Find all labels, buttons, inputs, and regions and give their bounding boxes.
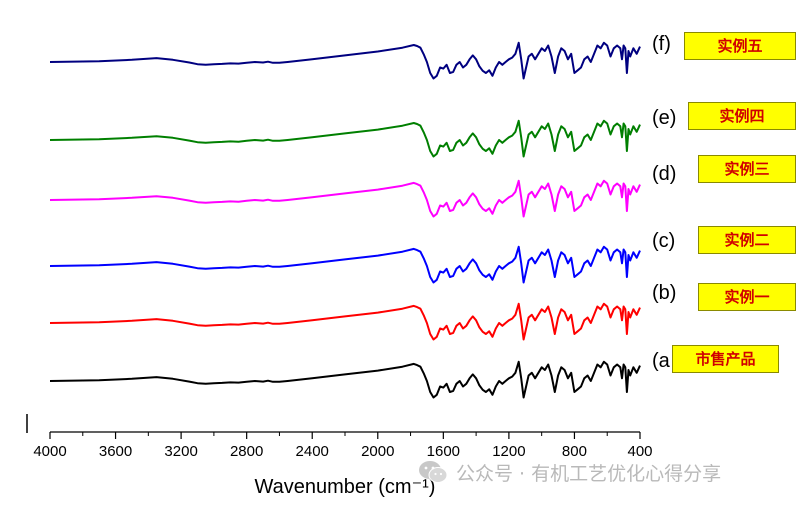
x-tick-label: 3200 (164, 443, 197, 460)
x-tick-label: 800 (562, 443, 587, 460)
watermark-text: 公众号 · 有机工艺优化心得分享 (456, 462, 722, 485)
series-label-e: (e) (652, 107, 676, 129)
x-ticks: 4000 3600 3200 2800 2400 2000 1600 1200 800 400 (33, 432, 653, 460)
series-label-c: (c) (652, 230, 675, 252)
sample-box-c: 实例二 (698, 226, 796, 254)
x-tick-label: 1600 (427, 443, 460, 460)
x-axis-title: Wavenumber (cm⁻¹) (255, 476, 436, 498)
sample-box-a: 市售产品 (672, 345, 779, 373)
series-line-c (49, 245, 641, 284)
series-line-d (49, 179, 641, 218)
x-tick-label: 2000 (361, 443, 394, 460)
sample-box-d: 实例三 (698, 155, 796, 183)
x-tick-label: 400 (627, 443, 652, 460)
series-letters: (a (b) (c) (d) (e) (f) (652, 33, 676, 372)
x-tick-label: 2400 (296, 443, 329, 460)
x-tick-label: 3600 (99, 443, 132, 460)
plot-area (49, 41, 641, 399)
series-label-b: (b) (652, 282, 676, 304)
series-line-f (49, 41, 641, 80)
x-tick-label: 4000 (33, 443, 66, 460)
series-line-a (49, 360, 641, 399)
x-tick-label: 2800 (230, 443, 263, 460)
series-line-e (49, 119, 641, 158)
series-label-f: (f) (652, 33, 671, 55)
sample-box-e: 实例四 (688, 102, 796, 130)
series-line-b (49, 302, 641, 341)
series-label-d: (d) (652, 163, 676, 185)
x-tick-label: 1200 (492, 443, 525, 460)
watermark: 公众号 · 有机工艺优化心得分享 (418, 458, 721, 486)
sample-box-f: 实例五 (684, 32, 796, 60)
wechat-icon (418, 460, 448, 484)
series-label-a: (a (652, 350, 671, 372)
sample-box-b: 实例一 (698, 283, 796, 311)
